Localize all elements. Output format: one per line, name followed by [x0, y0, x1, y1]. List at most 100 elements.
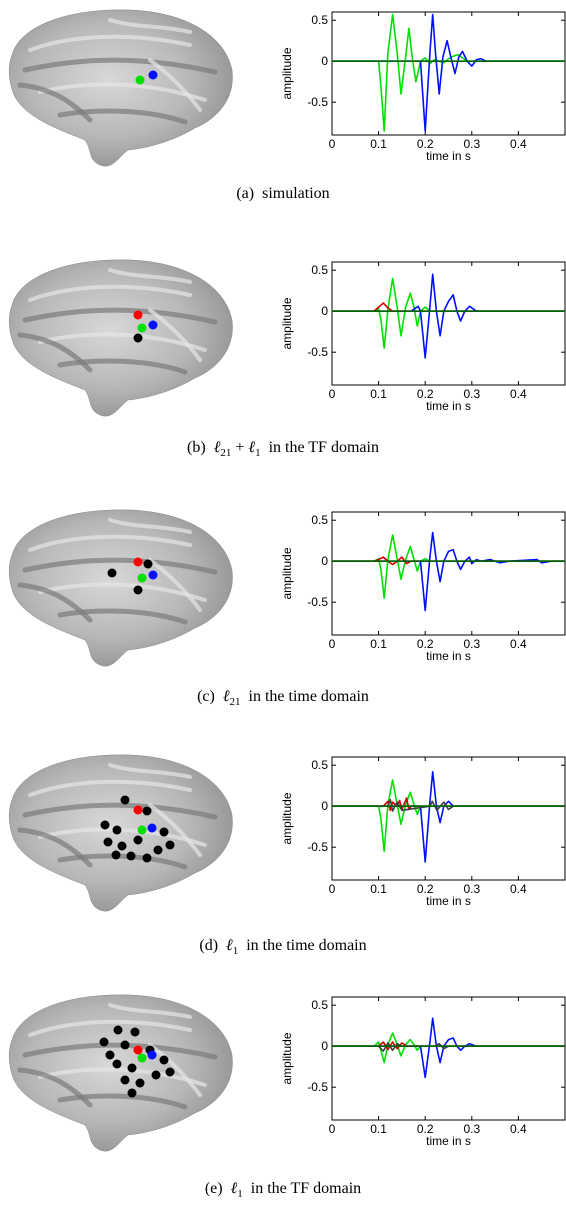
brain-sulcus — [28, 284, 192, 302]
y-axis-label: amplitude — [280, 1032, 294, 1084]
x-tick-label: 0 — [329, 637, 336, 651]
y-tick-label: -0.5 — [307, 345, 328, 359]
series-line — [332, 779, 565, 853]
brain-sulcus — [57, 608, 188, 625]
source-dot — [130, 1027, 140, 1037]
figure-panel-c: 0 0.1 0.2 0.3 0.4 0.5 0 -0.5 time in s amplitude — [0, 500, 566, 700]
caption-c: (c) ℓ21 in the time domain — [197, 686, 369, 709]
source-dot — [133, 557, 143, 567]
x-tick-label: 0 — [329, 137, 336, 151]
series-line — [332, 798, 565, 812]
caption-a: (a) simulation — [236, 185, 330, 202]
brain-sulcus — [28, 779, 192, 797]
brain-outline — [9, 259, 233, 417]
waveform-chart: 0 0.1 0.2 0.3 0.4 0.5 0 -0.5 time in s amplitude — [280, 756, 566, 908]
figure-panel-b: 0 0.1 0.2 0.3 0.4 0.5 0 -0.5 time in s amplitude — [0, 250, 566, 450]
y-tick-label: -0.5 — [307, 595, 328, 609]
source-dot — [151, 1070, 161, 1080]
y-tick-label: 0 — [321, 54, 328, 68]
x-axis-label: time in s — [426, 149, 471, 163]
source-dot — [120, 1040, 130, 1050]
y-tick-label: 0.5 — [311, 758, 328, 772]
x-tick-label: 0.1 — [370, 637, 387, 651]
series-line — [332, 13, 565, 132]
brain-sulcus — [22, 57, 218, 75]
brain-outline — [9, 509, 233, 667]
source-dot — [126, 851, 136, 861]
brain-sulcus — [148, 58, 202, 112]
x-tick-label: 0.4 — [510, 137, 527, 151]
x-tick-label: 0.1 — [370, 882, 387, 896]
source-dot — [142, 806, 152, 816]
brain-outline — [9, 754, 233, 912]
y-tick-label: -0.5 — [307, 840, 328, 854]
series-line — [332, 273, 565, 359]
x-tick-label: 0.2 — [417, 882, 434, 896]
source-dot — [148, 70, 158, 80]
brain-sulcus — [28, 34, 192, 52]
figure-panel-a: 0 0.1 0.2 0.3 0.4 0.5 0 -0.5 time in s amplitude — [0, 0, 566, 200]
brain-sulcus — [57, 1093, 188, 1110]
x-axis-label: time in s — [426, 894, 471, 908]
y-tick-label: 0.5 — [311, 513, 328, 527]
y-axis-label: amplitude — [280, 297, 294, 349]
x-tick-label: 0.3 — [463, 137, 480, 151]
brain-sulcus — [28, 534, 192, 552]
source-dot — [133, 805, 143, 815]
plot-frame — [331, 756, 566, 881]
brain-surface-image — [9, 259, 233, 417]
series-line — [332, 13, 565, 132]
brain-sulcus — [28, 1019, 192, 1037]
waveform-chart: 0 0.1 0.2 0.3 0.4 0.5 0 -0.5 time in s amplitude — [280, 511, 566, 663]
y-tick-label: 0 — [321, 799, 328, 813]
source-dot — [120, 795, 130, 805]
series-line — [332, 1041, 565, 1051]
brain-surface-image — [9, 754, 233, 912]
brain-sulcus — [108, 763, 192, 779]
x-tick-label: 0.3 — [463, 637, 480, 651]
source-dot — [142, 853, 152, 863]
y-tick-label: 0.5 — [311, 263, 328, 277]
source-dot — [135, 1078, 145, 1088]
caption-b: (b) ℓ21 + ℓ1 in the TF domain — [187, 437, 379, 460]
source-dot — [133, 333, 143, 343]
y-tick-label: 0 — [321, 554, 328, 568]
source-dot — [127, 1063, 137, 1073]
waveform-chart: 0 0.1 0.2 0.3 0.4 0.5 0 -0.5 time in s amplitude — [280, 261, 566, 413]
source-dot — [133, 310, 143, 320]
brain-surface-image — [9, 994, 233, 1152]
y-tick-label: 0 — [321, 304, 328, 318]
x-axis-label: time in s — [426, 399, 471, 413]
source-dot — [137, 573, 147, 583]
brain-sulcus — [108, 518, 192, 534]
brain-sulcus — [108, 1003, 192, 1019]
brain-sulcus — [22, 307, 218, 325]
brain-sulcus — [22, 557, 218, 575]
brain-sulcus — [22, 1042, 218, 1060]
x-tick-label: 0 — [329, 882, 336, 896]
source-dot — [133, 585, 143, 595]
x-tick-label: 0.4 — [510, 882, 527, 896]
x-tick-label: 0.2 — [417, 1122, 434, 1136]
brain-sulcus — [148, 308, 202, 362]
source-dot — [165, 1067, 175, 1077]
brain-sulcus — [108, 18, 192, 34]
series-line — [332, 277, 565, 349]
x-tick-label: 0.1 — [370, 387, 387, 401]
series-line — [332, 534, 565, 599]
source-dot — [111, 850, 121, 860]
x-tick-label: 0.4 — [510, 387, 527, 401]
figure-panel-e: 0 0.1 0.2 0.3 0.4 0.5 0 -0.5 time in s amplitude — [0, 985, 566, 1205]
x-tick-label: 0.2 — [417, 387, 434, 401]
x-tick-label: 0.3 — [463, 882, 480, 896]
x-axis-label: time in s — [426, 649, 471, 663]
brain-sulcus — [148, 1043, 202, 1097]
x-tick-label: 0.3 — [463, 387, 480, 401]
x-tick-label: 0.1 — [370, 137, 387, 151]
source-dot — [117, 841, 127, 851]
plot-frame — [331, 996, 566, 1121]
brain-sulcus — [17, 332, 93, 373]
waveform-chart: 0 0.1 0.2 0.3 0.4 0.5 0 -0.5 time in s amplitude — [280, 996, 566, 1148]
brain-sulcus — [17, 582, 93, 623]
source-dot — [107, 568, 117, 578]
